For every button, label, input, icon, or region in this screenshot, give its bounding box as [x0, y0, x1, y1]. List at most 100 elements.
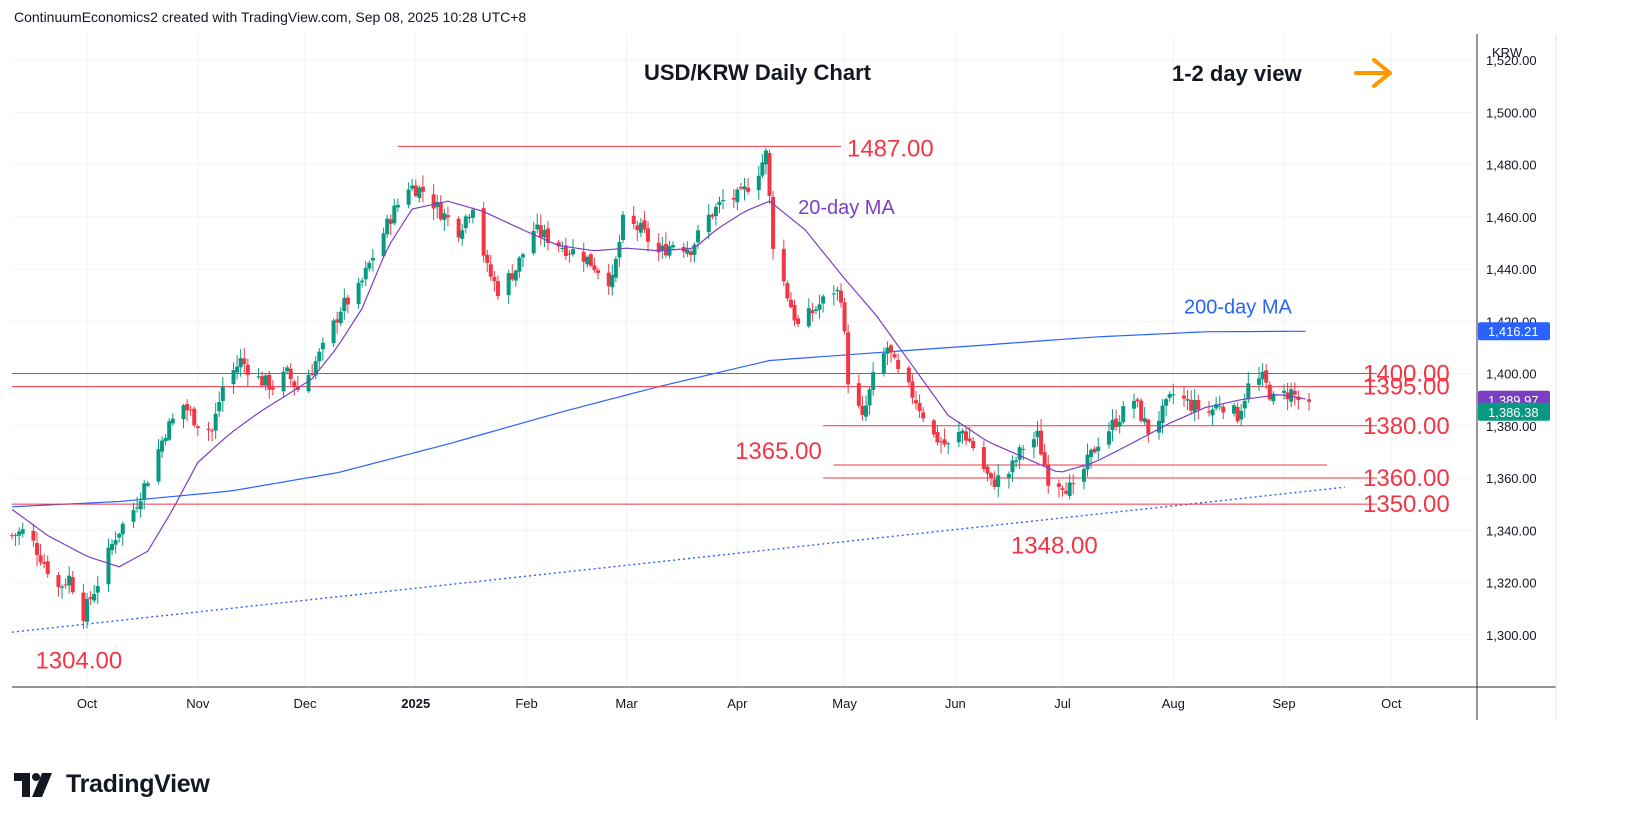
candle-body: [556, 242, 561, 247]
candle-body: [621, 214, 626, 240]
candle-body: [92, 594, 97, 601]
candle-body: [338, 311, 343, 324]
ma20-layer: [11, 200, 1306, 568]
level-label-1360: 1360.00: [1363, 465, 1450, 492]
candle-body: [431, 194, 436, 209]
candle-body: [1235, 406, 1240, 422]
candle-body: [1014, 460, 1019, 462]
candle-body: [1264, 370, 1269, 383]
candle-body: [596, 270, 600, 273]
candle-body: [1117, 421, 1122, 427]
candle-body: [1131, 400, 1136, 409]
candle-body: [1110, 419, 1115, 431]
price-badge-label: 1,416.21: [1488, 324, 1539, 339]
candle-body: [835, 289, 840, 292]
candle-body: [785, 283, 790, 299]
candle-body: [856, 383, 861, 406]
candle-body: [1142, 418, 1147, 423]
candle-body: [792, 304, 797, 321]
candle-body: [535, 224, 540, 230]
candle-body: [438, 202, 443, 220]
price-badge: [1478, 402, 1550, 421]
candle-body: [1064, 490, 1069, 494]
candle-body: [935, 431, 940, 443]
candle-body: [538, 225, 543, 237]
low-label-1304: 1304.00: [35, 647, 122, 674]
candle-body: [342, 298, 347, 312]
candle-body: [106, 547, 111, 585]
candle-body: [256, 376, 261, 378]
x-tick-label: Aug: [1162, 696, 1185, 711]
candle-body: [889, 345, 893, 353]
candle-body: [1221, 406, 1226, 413]
ma-label: 200-day MA: [1184, 296, 1292, 318]
candle-body: [1271, 393, 1276, 402]
candle-body: [270, 387, 275, 390]
candle-body: [10, 535, 14, 537]
candle-body: [892, 354, 897, 358]
candle-body: [706, 214, 711, 233]
candle-body: [638, 222, 643, 233]
candle-body: [242, 358, 247, 365]
candle-body: [985, 466, 990, 474]
candle-body: [1085, 454, 1090, 470]
candle-body: [735, 189, 740, 203]
candle-body: [520, 254, 525, 258]
candle-body: [1081, 468, 1086, 482]
candle-body: [531, 231, 536, 254]
candle-body: [788, 299, 793, 308]
candle-body: [1121, 406, 1126, 423]
candle-body: [831, 293, 836, 295]
candle-body: [238, 358, 243, 368]
candle-body: [713, 206, 718, 217]
tradingview-logo[interactable]: TradingView: [14, 770, 210, 799]
candle-body: [160, 440, 165, 452]
candle-body: [617, 242, 622, 258]
candle-body: [960, 430, 965, 434]
chart-title: USD/KRW Daily Chart: [644, 60, 872, 85]
ma20-line: [11, 200, 1306, 568]
candle-body: [163, 437, 168, 442]
candle-body: [292, 381, 297, 387]
candle-body: [481, 208, 486, 256]
candle-body: [63, 584, 68, 586]
candle-body: [288, 368, 293, 380]
candle-body: [381, 233, 386, 257]
candle-body: [210, 430, 215, 432]
candle-body: [231, 370, 236, 385]
chart-attribution: ContinuumEconomics2 created with Trading…: [14, 9, 527, 25]
y-tick-label: 1,320.00: [1486, 576, 1537, 591]
chart-grid: [12, 34, 1477, 687]
x-tick-label: Apr: [727, 696, 748, 711]
candle-body: [1210, 409, 1215, 416]
candle-body: [488, 264, 493, 277]
candle-body: [206, 428, 211, 431]
y-tick-label: 1,460.00: [1486, 210, 1537, 225]
candle-body: [1021, 449, 1026, 451]
candle-body: [885, 347, 890, 354]
x-tick-label: Oct: [77, 696, 98, 711]
candle-body: [360, 280, 365, 283]
candle-body: [245, 364, 250, 375]
candle-body: [156, 449, 161, 482]
candle-body: [260, 376, 265, 386]
candle-body: [17, 531, 22, 536]
candle-body: [1135, 399, 1140, 402]
candle-body: [495, 281, 500, 297]
arrow-head: [1372, 58, 1392, 88]
y-tick-label: 1,340.00: [1486, 523, 1537, 538]
candle-body: [1192, 400, 1197, 413]
x-tick-label: Jun: [945, 696, 966, 711]
low-label-1348: 1348.00: [1011, 532, 1098, 559]
candle-body: [45, 561, 50, 575]
candle-body: [1139, 400, 1144, 421]
candle-body: [1039, 430, 1044, 455]
candle-body: [760, 162, 765, 176]
candle-body: [881, 353, 886, 374]
candle-body: [38, 555, 43, 563]
x-tick-label: Dec: [293, 696, 317, 711]
candle-body: [306, 375, 311, 392]
candle-body: [946, 443, 951, 445]
